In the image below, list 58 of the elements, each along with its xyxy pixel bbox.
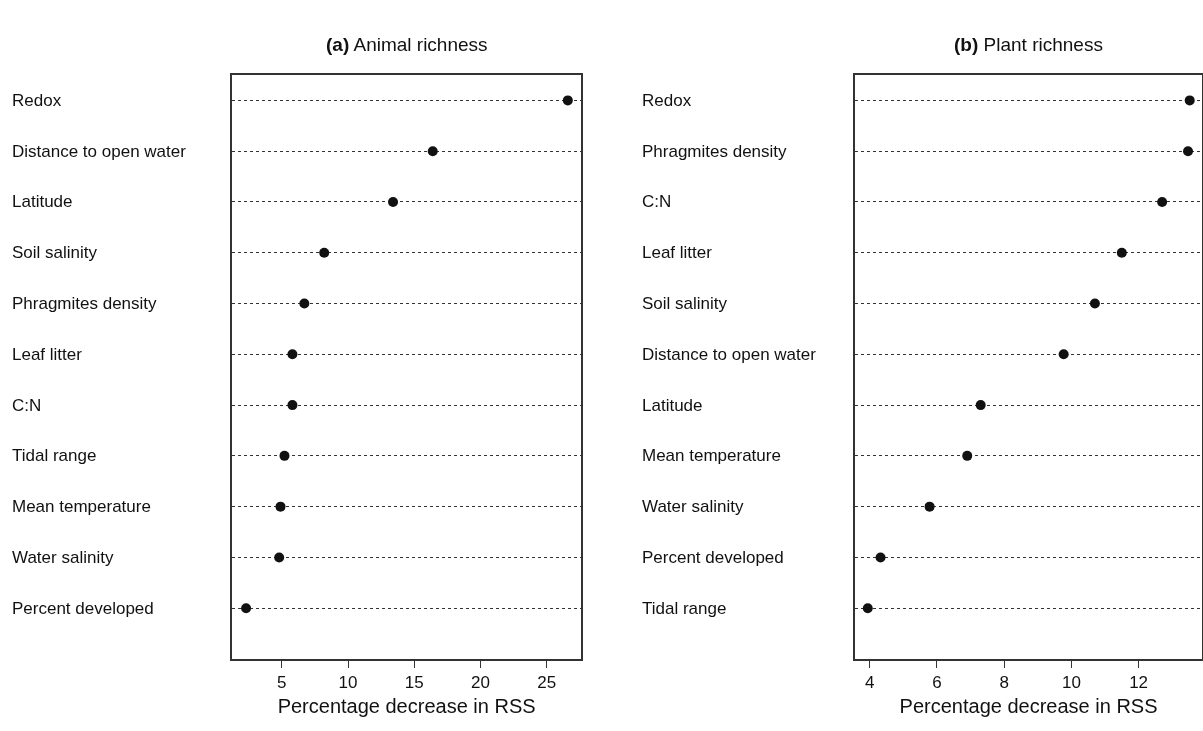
point: [299, 298, 310, 309]
point: [427, 146, 438, 157]
x-axis-title: Percentage decrease in RSS: [277, 695, 536, 718]
x-tick-label: 20: [470, 673, 490, 693]
x-tick-label: 25: [537, 673, 557, 693]
x-tick-label: 5: [277, 673, 287, 693]
y-tick-label: Distance to open water: [642, 345, 817, 364]
y-tick-label: Phragmites density: [642, 142, 788, 161]
point: [1183, 146, 1194, 157]
point: [388, 196, 399, 207]
y-tick-label: Water salinity: [12, 548, 114, 567]
point: [1116, 247, 1127, 258]
point: [975, 400, 986, 411]
chart-title: (a) Animal richness: [326, 34, 488, 55]
x-tick-label: 6: [932, 673, 942, 693]
y-tick-label: Latitude: [642, 396, 703, 415]
y-tick-label: C:N: [12, 396, 42, 415]
point: [319, 247, 330, 258]
x-tick-label: 4: [865, 673, 875, 693]
point: [287, 349, 298, 360]
point: [274, 552, 285, 563]
x-tick-label: 12: [1129, 673, 1149, 693]
point: [241, 603, 252, 614]
y-tick-label: Leaf litter: [642, 243, 713, 262]
x-axis-title: Percentage decrease in RSS: [899, 695, 1158, 718]
y-tick-label: Soil salinity: [642, 294, 728, 313]
y-tick-label: Mean temperature: [12, 497, 151, 516]
point: [962, 450, 973, 461]
y-tick-label: C:N: [642, 192, 672, 211]
point: [287, 400, 298, 411]
y-tick-label: Percent developed: [12, 599, 154, 618]
y-tick-label: Tidal range: [642, 599, 727, 618]
y-tick-label: Phragmites density: [12, 294, 158, 313]
x-tick-label: 10: [338, 673, 358, 693]
y-tick-label: Mean temperature: [642, 446, 781, 465]
x-tick-label: 10: [1061, 673, 1081, 693]
point: [924, 501, 935, 512]
y-tick-label: Redox: [642, 91, 692, 110]
point: [1184, 95, 1195, 106]
point: [279, 450, 290, 461]
point: [862, 603, 873, 614]
point: [1089, 298, 1100, 309]
y-tick-label: Redox: [12, 91, 62, 110]
y-tick-label: Percent developed: [642, 548, 784, 567]
chart-title: (b) Plant richness: [954, 34, 1103, 55]
point: [275, 501, 286, 512]
y-tick-label: Distance to open water: [12, 142, 187, 161]
y-tick-label: Tidal range: [12, 446, 97, 465]
point: [875, 552, 886, 563]
x-tick-label: 15: [404, 673, 424, 693]
point: [562, 95, 573, 106]
point: [1157, 196, 1168, 207]
y-tick-label: Soil salinity: [12, 243, 98, 262]
y-tick-label: Water salinity: [642, 497, 744, 516]
y-tick-label: Latitude: [12, 192, 73, 211]
y-tick-label: Leaf litter: [12, 345, 83, 364]
point: [1058, 349, 1069, 360]
x-tick-label: 8: [999, 673, 1009, 693]
